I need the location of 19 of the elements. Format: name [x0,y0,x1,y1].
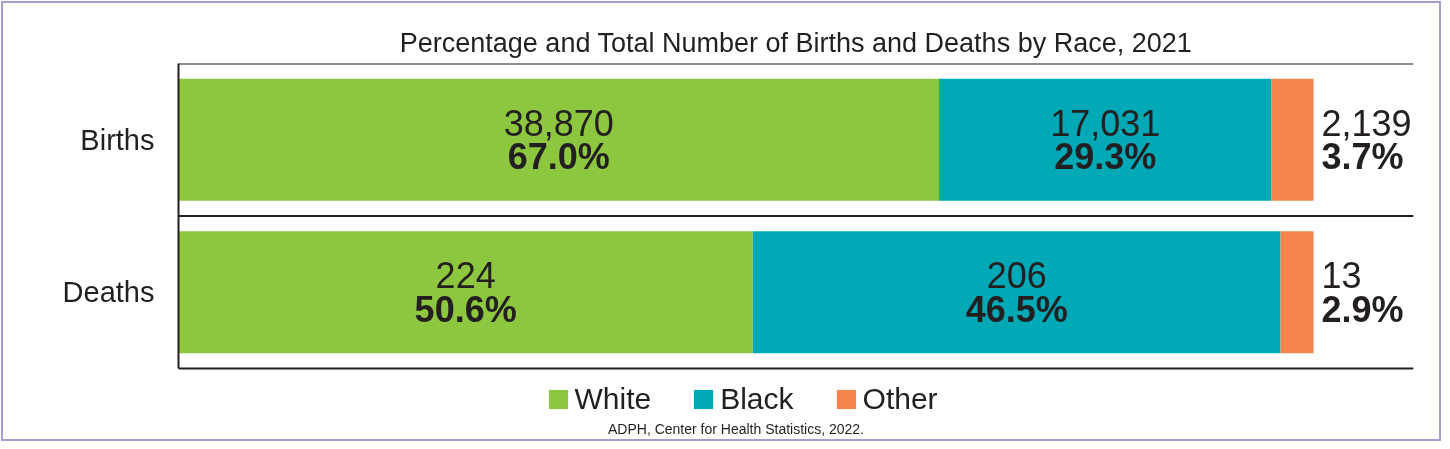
bar [178,78,939,201]
data-label: 38,870 67.0% [503,102,614,178]
legend-label: White [574,382,652,416]
bar [752,231,1281,354]
data-label: 2,139 3.7% [1321,102,1412,178]
text: ADPH, Center for Health Statistics, 2022. [608,420,864,437]
y-tick-label: Births [80,123,155,156]
data-label: 17,031 29.3% [1050,102,1161,178]
bar [938,78,1272,201]
data-label: 224 50.6% [414,255,517,330]
data-label: 13 2.9% [1321,255,1404,330]
data-label: 206 46.5% [965,255,1068,330]
legend-label: Black [720,382,794,416]
y-tick-label: Deaths [62,276,155,309]
chart-title: Percentage and Total Number of Births and Deaths by Race, 2021 [399,27,1192,58]
bar [1271,78,1314,201]
legend-label: Other [862,382,938,416]
bar [178,231,753,354]
bar [1280,231,1314,354]
